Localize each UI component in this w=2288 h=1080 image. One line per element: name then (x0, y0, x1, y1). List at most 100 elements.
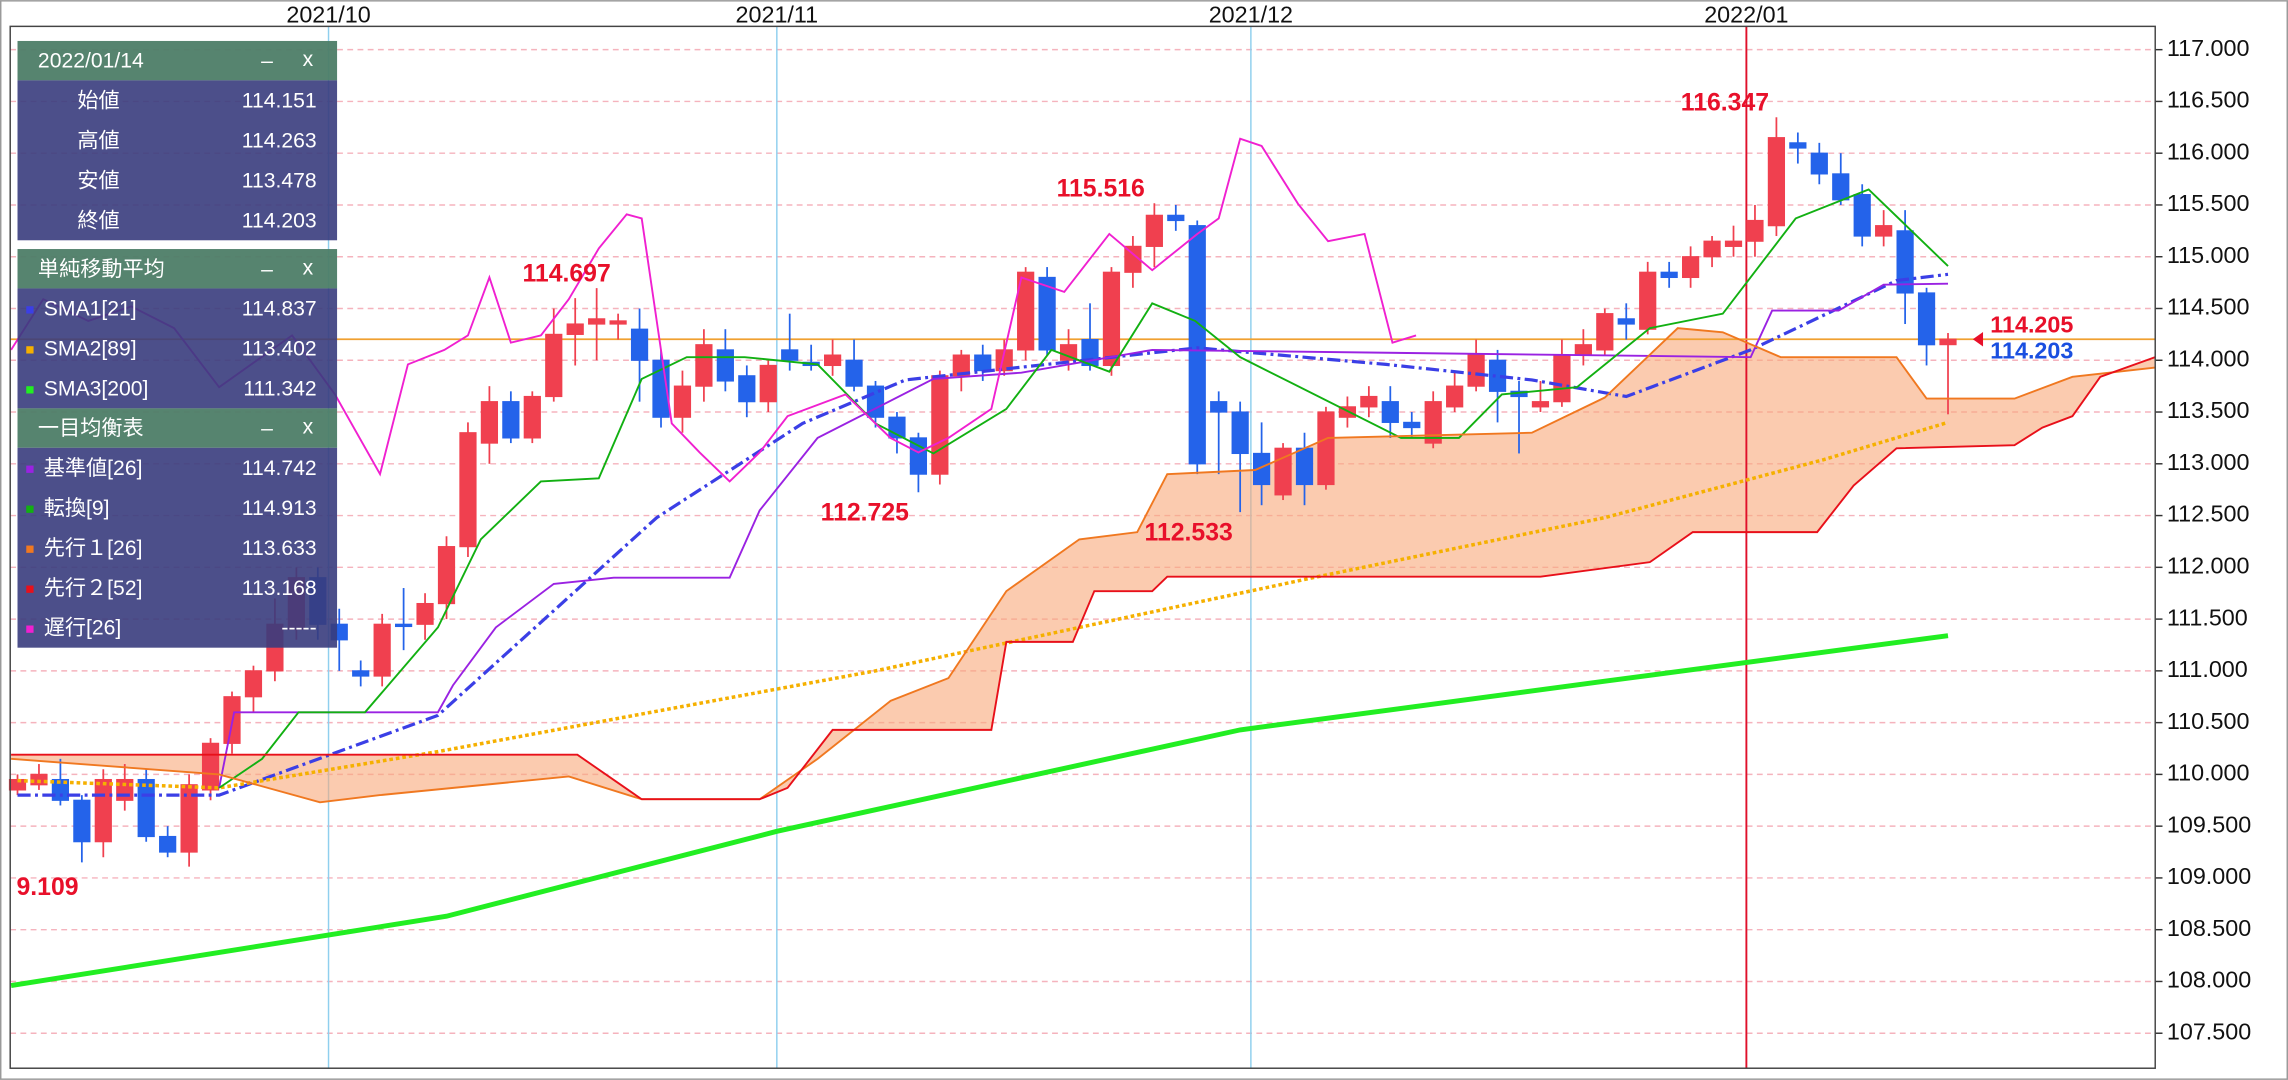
panel-value: 114.263 (242, 129, 317, 152)
candle-body (1617, 318, 1635, 325)
panel-button[interactable]: x (303, 416, 314, 439)
candle-body (1017, 271, 1035, 351)
candle-body (588, 318, 606, 325)
candle-body (545, 333, 563, 398)
panel-button[interactable]: x (303, 256, 314, 279)
panel-header (17, 249, 338, 289)
y-tick-label: 108.000 (2167, 967, 2251, 993)
panel-label: 始値 (77, 88, 119, 112)
price-marker (1972, 331, 1984, 347)
candle-body (695, 344, 713, 387)
panel-value: 114.151 (242, 89, 317, 112)
panel-label: 終値 (77, 208, 119, 232)
legend-value: 114.742 (242, 457, 317, 480)
y-tick-label: 111.000 (2167, 656, 2248, 682)
candle-body (1231, 411, 1249, 455)
candle-body (1917, 292, 1936, 346)
candle-body (416, 602, 434, 625)
panel-button[interactable]: – (261, 417, 273, 440)
legend-value: 114.913 (242, 497, 317, 520)
legend-swatch (26, 625, 34, 633)
y-tick-label: 112.000 (2167, 553, 2250, 579)
candle-body (673, 385, 692, 418)
candle-body (1681, 256, 1700, 279)
legend-value: 114.837 (242, 297, 317, 320)
y-tick-label: 116.500 (2167, 87, 2250, 113)
panel-body (17, 447, 338, 648)
y-tick-label: 112.500 (2167, 501, 2250, 527)
panel-button[interactable]: – (261, 258, 273, 281)
indicator-line (218, 188, 1949, 789)
candle-body (716, 349, 734, 382)
y-tick-label: 113.000 (2167, 449, 2250, 475)
candle-body (73, 799, 91, 843)
candle-body (94, 778, 112, 843)
plot-border (9, 25, 2156, 1069)
panel-label: 高値 (77, 128, 119, 152)
candle-body (931, 375, 949, 475)
legend-label: 遅行[26] (44, 616, 122, 640)
candle-body (1832, 173, 1850, 201)
legend-label: 先行２[52] (44, 576, 143, 600)
legend-value: 113.402 (242, 337, 317, 360)
candle-body (1188, 225, 1206, 465)
price-label: 114.203 (1990, 338, 2073, 364)
y-tick-label: 107.500 (2167, 1018, 2251, 1044)
legend-label: SMA3[200] (44, 377, 149, 400)
extreme-label: 9.109 (17, 874, 79, 901)
candle-body (1746, 219, 1764, 242)
candle-body (823, 354, 842, 367)
x-tick-label: 2021/11 (736, 1, 819, 27)
panel-button[interactable]: – (261, 50, 273, 73)
panel-button[interactable]: x (303, 48, 314, 71)
y-tick-label: 110.000 (2167, 760, 2250, 786)
legend-swatch (26, 465, 34, 473)
legend-label: SMA1[21] (44, 297, 137, 320)
panel-body (17, 80, 338, 241)
candle-body (759, 364, 777, 403)
candle-body (1939, 338, 1957, 346)
price-label: 114.205 (1990, 311, 2073, 337)
candle-body (201, 742, 220, 791)
candle-body (781, 349, 799, 361)
y-tick-label: 113.500 (2167, 397, 2250, 423)
candle-body (502, 401, 520, 439)
legend-value: 113.168 (242, 577, 317, 600)
extreme-label: 112.533 (1145, 520, 1233, 547)
candle-body (1252, 452, 1271, 486)
candle-body (1896, 230, 1914, 294)
candle-body (1317, 411, 1335, 486)
indicator-line (17, 420, 1949, 790)
candle-body (51, 778, 70, 801)
legend-label: 基準値[26] (44, 456, 143, 480)
candle-body (1703, 240, 1721, 258)
candle-body (1531, 401, 1550, 408)
y-tick-label: 114.500 (2167, 294, 2250, 320)
legend-label: SMA2[89] (44, 337, 137, 360)
panel-title: 2022/01/14 (38, 50, 144, 73)
cloud (11, 328, 2156, 803)
candle-body (738, 375, 756, 403)
candle-body (1724, 240, 1743, 247)
candle-body (1789, 142, 1807, 149)
candle-body (845, 359, 863, 387)
candle-body (1660, 271, 1678, 279)
y-tick-label: 115.500 (2167, 190, 2250, 216)
indicator-line (10, 633, 1949, 989)
candle-body (1167, 214, 1185, 222)
panel-value: 114.203 (242, 209, 317, 232)
y-tick-label: 116.000 (2167, 138, 2250, 164)
legend-swatch (26, 585, 34, 593)
panel-header (17, 40, 338, 81)
legend-value: ----- (281, 617, 316, 640)
indicator-line (17, 272, 1949, 797)
legend-label: 先行１[26] (44, 536, 143, 560)
candle-body (1875, 225, 1893, 237)
y-tick-label: 111.500 (2167, 604, 2248, 630)
panel-header (17, 408, 338, 448)
candle-body (459, 432, 477, 548)
candle-body (566, 323, 584, 335)
candle-body (1810, 152, 1828, 175)
